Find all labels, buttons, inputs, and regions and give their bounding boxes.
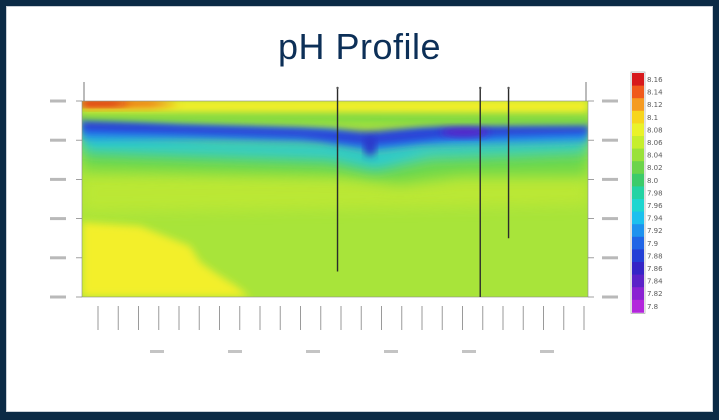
chart-title: pH Profile — [277, 26, 442, 67]
colorbar-swatch-0 — [632, 73, 644, 86]
y-tick-label-right-0 — [602, 99, 618, 103]
colorbar-label-5: 8.06 — [647, 139, 663, 147]
colorbar-label-3: 8.1 — [647, 114, 658, 122]
y-tick-label-right-2 — [602, 177, 618, 181]
colorbar-swatch-11 — [632, 211, 644, 225]
colorbar-label-11: 7.94 — [647, 215, 663, 223]
colorbar-label-6: 8.04 — [647, 152, 663, 160]
colorbar-label-17: 7.82 — [647, 290, 663, 298]
colorbar-border — [630, 71, 646, 314]
cyan-band — [82, 132, 588, 170]
colorbar-label-13: 7.9 — [647, 240, 658, 248]
y-tick-label-left-2 — [50, 177, 66, 181]
deep-blue-band — [82, 118, 588, 146]
colorbar-swatch-16 — [632, 274, 644, 288]
colorbar-swatch-4 — [632, 123, 644, 137]
lower-green-tint — [82, 168, 588, 212]
plot-border — [81, 100, 589, 298]
y-tick-label-right-5 — [602, 295, 618, 299]
y-tick-label-left-1 — [50, 138, 66, 142]
x-tick-label-5 — [540, 350, 554, 353]
y-tick-label-left-0 — [50, 99, 66, 103]
colorbar-label-18: 7.8 — [647, 303, 658, 311]
colorbar-label-7: 8.02 — [647, 164, 663, 172]
y-tick-label-right-3 — [602, 217, 618, 221]
y-tick-label-right-4 — [602, 256, 618, 260]
y-tick-label-left-5 — [50, 295, 66, 299]
surface-red-zone — [82, 101, 132, 106]
colorbar-swatch-15 — [632, 262, 644, 275]
colorbar-label-10: 7.96 — [647, 202, 663, 210]
colorbar-swatch-18 — [632, 299, 644, 313]
colorbar-label-15: 7.86 — [647, 265, 663, 273]
colorbar: 8.16 8.14 8.12 8.1 8.08 8.06 8.04 8.02 8.0 7.98 7.… — [630, 71, 663, 314]
colorbar-label-12: 7.92 — [647, 227, 663, 235]
colorbar-swatch-2 — [632, 98, 644, 112]
colorbar-swatch-9 — [632, 186, 644, 200]
dark-core-center — [364, 136, 376, 156]
colorbar-swatch-1 — [632, 85, 644, 99]
x-tick-label-0 — [150, 350, 164, 353]
colorbar-label-1: 8.14 — [647, 89, 663, 97]
lower-left-yellow-zone — [82, 222, 250, 297]
colorbar-swatch-17 — [632, 287, 644, 301]
colorbar-label-9: 7.98 — [647, 189, 663, 197]
x-ticks — [97, 306, 585, 330]
x-tick-label-2 — [306, 350, 320, 353]
y-ticks-left — [50, 99, 82, 299]
colorbar-swatch-6 — [632, 148, 644, 162]
colorbar-label-4: 8.08 — [647, 126, 663, 134]
x-tick-label-1 — [228, 350, 242, 353]
y-tick-label-left-3 — [50, 217, 66, 221]
colorbar-swatch-5 — [632, 136, 644, 149]
profile-marker-3 — [507, 86, 510, 90]
profile-lines — [336, 86, 510, 297]
profile-marker-2 — [479, 86, 482, 90]
y-tick-label-left-4 — [50, 256, 66, 260]
colorbar-swatch-8 — [632, 173, 644, 187]
colorbar-swatch-14 — [632, 249, 644, 263]
colorbar-label-16: 7.84 — [647, 278, 663, 286]
x-tick-label-4 — [462, 350, 476, 353]
colorbar-label-2: 8.12 — [647, 101, 663, 109]
colorbar-swatch-12 — [632, 224, 644, 238]
y-ticks-right — [588, 99, 618, 299]
x-tick-label-3 — [384, 350, 398, 353]
colorbar-label-0: 8.16 — [647, 76, 663, 84]
profile-marker-1 — [336, 86, 339, 90]
ph-contour-field — [82, 101, 588, 297]
colorbar-swatch-10 — [632, 199, 644, 212]
colorbar-swatch-3 — [632, 110, 644, 124]
colorbar-swatch-7 — [632, 161, 644, 175]
surface-yellow — [82, 101, 588, 113]
purple-core — [441, 127, 489, 137]
colorbar-label-8: 8.0 — [647, 177, 658, 185]
colorbar-swatch-13 — [632, 236, 644, 250]
y-tick-label-right-1 — [602, 138, 618, 142]
x-tick-labels — [150, 350, 554, 353]
colorbar-label-14: 7.88 — [647, 252, 663, 260]
